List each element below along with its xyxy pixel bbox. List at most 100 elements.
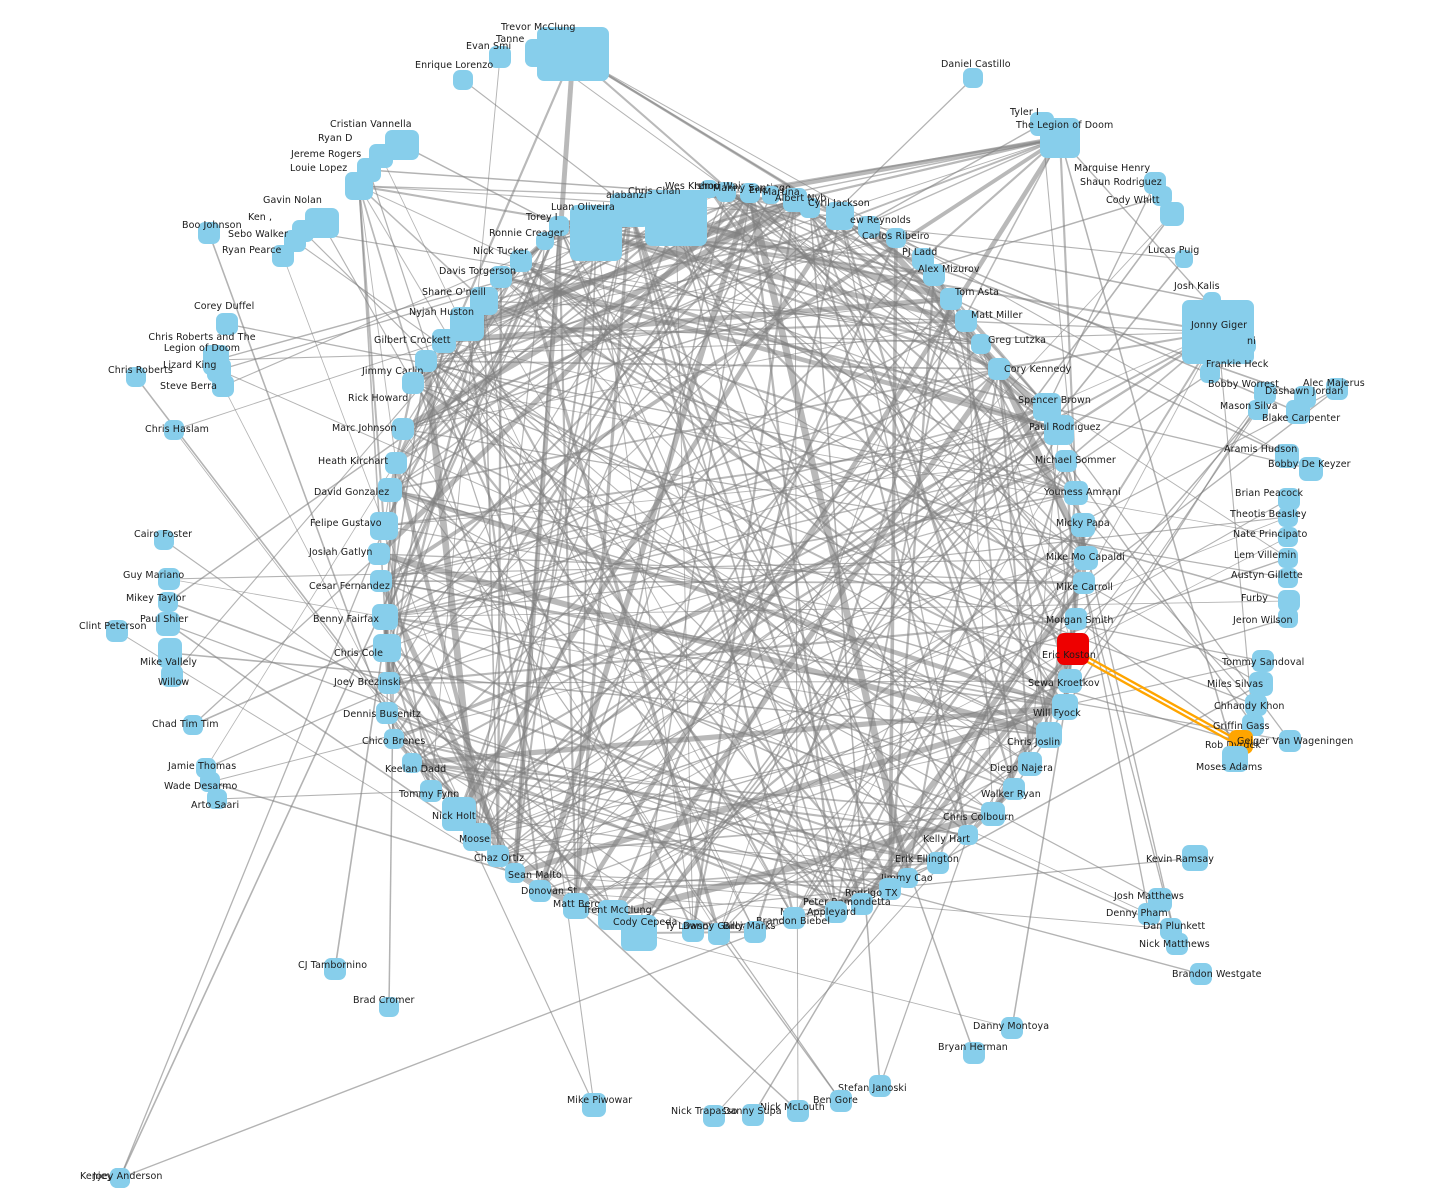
graph-node[interactable] — [742, 1104, 764, 1126]
graph-node[interactable] — [432, 329, 456, 353]
graph-node[interactable] — [1278, 608, 1298, 628]
graph-node[interactable] — [378, 478, 402, 502]
graph-node[interactable] — [1055, 450, 1077, 472]
graph-node[interactable] — [384, 729, 404, 749]
graph-node[interactable] — [402, 372, 424, 394]
graph-node[interactable] — [110, 1168, 130, 1188]
graph-node[interactable] — [1040, 118, 1080, 158]
graph-node[interactable] — [1044, 415, 1074, 445]
graph-node[interactable] — [1278, 527, 1298, 547]
graph-node[interactable] — [373, 634, 401, 662]
graph-node[interactable] — [940, 288, 962, 310]
graph-node[interactable] — [379, 997, 399, 1017]
graph-node[interactable] — [198, 222, 220, 244]
graph-node[interactable] — [1065, 608, 1087, 630]
graph-node[interactable] — [830, 1090, 852, 1112]
graph-node[interactable] — [158, 638, 182, 668]
graph-node[interactable] — [971, 334, 991, 354]
graph-node[interactable] — [1299, 457, 1323, 481]
graph-node[interactable] — [420, 780, 442, 802]
graph-node[interactable] — [1222, 746, 1248, 772]
graph-node[interactable] — [1152, 186, 1172, 206]
graph-node[interactable] — [106, 620, 128, 642]
graph-node[interactable] — [370, 512, 398, 540]
graph-node[interactable] — [762, 186, 780, 204]
graph-node[interactable] — [368, 543, 390, 565]
graph-node[interactable] — [1074, 546, 1098, 570]
graph-node[interactable] — [402, 753, 422, 773]
graph-node[interactable] — [1138, 903, 1160, 925]
graph-node[interactable] — [345, 172, 373, 200]
graph-node[interactable] — [415, 350, 437, 372]
graph-node[interactable] — [744, 921, 766, 943]
graph-node[interactable] — [216, 313, 238, 335]
graph-node[interactable] — [158, 568, 180, 590]
graph-node[interactable] — [570, 205, 622, 261]
graph-node[interactable] — [1182, 300, 1254, 364]
graph-node[interactable] — [200, 772, 220, 792]
graph-node[interactable] — [851, 893, 873, 915]
graph-node[interactable] — [1278, 548, 1298, 568]
graph-node[interactable] — [682, 920, 704, 942]
graph-node[interactable] — [955, 310, 977, 332]
graph-node[interactable] — [1278, 488, 1300, 510]
graph-node[interactable] — [886, 228, 906, 248]
graph-node[interactable] — [154, 530, 174, 550]
graph-node[interactable] — [1326, 378, 1348, 400]
graph-node[interactable] — [1052, 694, 1078, 720]
graph-node[interactable] — [1190, 963, 1212, 985]
graph-node[interactable] — [126, 367, 146, 387]
graph-node[interactable] — [1200, 363, 1220, 383]
graph-node[interactable] — [879, 878, 901, 900]
graph-node[interactable] — [376, 702, 398, 724]
graph-node[interactable] — [463, 823, 491, 851]
graph-node[interactable] — [378, 672, 400, 694]
graph-node[interactable] — [563, 893, 589, 919]
graph-node[interactable] — [800, 198, 820, 218]
graph-node[interactable] — [582, 1093, 606, 1117]
graph-node[interactable] — [923, 264, 945, 286]
graph-node[interactable] — [1254, 382, 1276, 404]
graph-node[interactable] — [549, 216, 569, 236]
graph-node[interactable] — [164, 420, 184, 440]
graph-node[interactable] — [1182, 845, 1208, 871]
graph-node[interactable] — [489, 46, 511, 68]
graph-node[interactable] — [161, 665, 183, 687]
graph-node[interactable] — [1064, 481, 1088, 505]
graph-node[interactable] — [453, 70, 473, 90]
graph-node[interactable] — [787, 1100, 809, 1122]
graph-node[interactable] — [1279, 730, 1301, 752]
graph-node[interactable] — [858, 216, 880, 238]
graph-node[interactable] — [272, 245, 294, 267]
graph-node[interactable] — [708, 923, 730, 945]
graph-node[interactable] — [1238, 336, 1256, 354]
graph-node[interactable] — [700, 180, 718, 198]
graph-node[interactable] — [183, 715, 203, 735]
graph-node[interactable] — [963, 1042, 985, 1064]
graph-node[interactable] — [1252, 650, 1274, 672]
graph-node[interactable] — [1071, 513, 1095, 537]
graph-node[interactable] — [372, 604, 398, 630]
graph-node[interactable] — [1278, 568, 1298, 588]
graph-node[interactable] — [703, 1105, 725, 1127]
graph-node[interactable] — [1286, 400, 1310, 424]
graph-node[interactable] — [869, 1075, 891, 1097]
graph-node[interactable] — [1160, 202, 1184, 226]
graph-node[interactable] — [1058, 669, 1082, 693]
graph-node[interactable] — [981, 802, 1005, 826]
graph-node[interactable] — [207, 789, 227, 809]
graph-node[interactable] — [825, 901, 847, 923]
graph-node[interactable] — [1166, 933, 1188, 955]
graph-node[interactable] — [963, 68, 983, 88]
graph-node[interactable] — [487, 845, 509, 867]
graph-node[interactable] — [898, 868, 918, 888]
graph-node[interactable] — [1018, 752, 1042, 776]
graph-node[interactable] — [783, 907, 805, 929]
graph-node[interactable] — [1248, 400, 1268, 420]
graph-node[interactable] — [529, 880, 551, 902]
graph-node[interactable] — [505, 863, 525, 883]
graph-node[interactable] — [1057, 633, 1089, 665]
graph-node[interactable] — [370, 570, 392, 592]
graph-node[interactable] — [510, 250, 532, 272]
